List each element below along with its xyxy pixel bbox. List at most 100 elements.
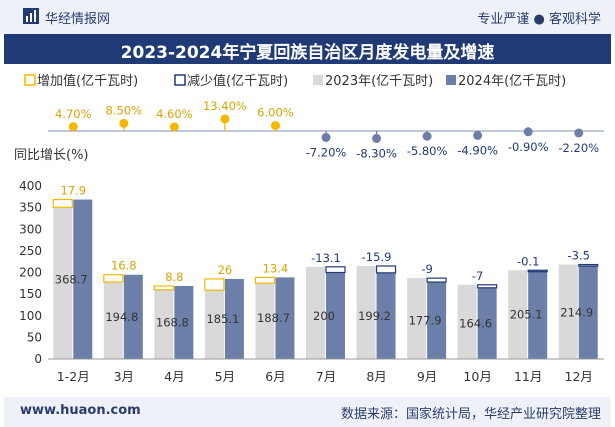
y-tick-label: 250 xyxy=(19,244,42,258)
value-label-2024: 194.8 xyxy=(105,310,138,324)
bar-2023 xyxy=(306,266,325,359)
diff-value-label: -0.1 xyxy=(517,254,539,268)
increase-box xyxy=(103,274,124,283)
x-tick-label: 6月 xyxy=(265,369,285,384)
top-bar: 华经情报网 专业严谨 ● 客观科学 xyxy=(0,0,615,34)
legend-2023-label: 2023年(亿千瓦时) xyxy=(325,74,433,89)
decrease-box xyxy=(426,277,447,283)
title-bar: 2023-2024年宁夏回族自治区月度发电量及增速 xyxy=(4,34,611,64)
growth-label: 4.70% xyxy=(55,107,92,121)
growth-label: 4.60% xyxy=(156,107,193,121)
diff-value-label: -13.1 xyxy=(311,251,341,265)
bar-2023 xyxy=(407,278,427,359)
growth-series: 4.70% 8.50% 4.60% 13.40% 6.00% -7.20% -8.30% -5… xyxy=(55,99,599,161)
bar-2024 xyxy=(174,285,194,359)
data-source: 数据来源：国家统计局，华经产业研究院整理 xyxy=(340,407,601,422)
legend-2024-label: 2024年(亿千瓦时) xyxy=(458,74,566,89)
bar-2023 xyxy=(356,265,376,359)
y-tick-label: 50 xyxy=(27,330,42,344)
bar-2024 xyxy=(224,278,244,359)
diff-value-label: 16.8 xyxy=(111,259,137,273)
value-label-2024: 200 xyxy=(313,309,335,323)
bar-2024 xyxy=(578,266,598,359)
y-tick-label: 200 xyxy=(19,266,42,280)
growth-label: -2.20% xyxy=(558,141,599,155)
legend-2024-swatch xyxy=(446,75,456,85)
x-tick-label: 9月 xyxy=(417,369,437,384)
bar-2024 xyxy=(73,199,93,359)
x-tick-label: 11月 xyxy=(514,369,542,384)
website-url: www.huaon.com xyxy=(20,403,141,418)
increase-box xyxy=(254,276,276,284)
decrease-box xyxy=(325,266,346,274)
x-tick-label: 5月 xyxy=(215,369,235,384)
growth-point-positive xyxy=(220,114,230,124)
bar-2024 xyxy=(275,277,295,359)
bar-2024 xyxy=(326,272,345,359)
diff-value-label: -9 xyxy=(421,262,432,276)
chart-title: 2023-2024年宁夏回族自治区月度发电量及增速 xyxy=(120,43,495,63)
growth-label: -8.30% xyxy=(356,146,397,160)
y-tick-label: 350 xyxy=(19,201,42,215)
legend-decrease-label: 减少值(亿千瓦时) xyxy=(187,73,288,89)
bar-2023 xyxy=(457,284,477,359)
value-label-2024: 199.2 xyxy=(358,309,391,323)
y-tick-label: 100 xyxy=(19,309,42,323)
huajing-logo-icon xyxy=(23,8,39,24)
footer-bar: www.huaon.com 数据来源：国家统计局，华经产业研究院整理 xyxy=(4,397,611,427)
bar-2023 xyxy=(255,283,275,359)
bar-2024 xyxy=(123,274,143,359)
increase-box xyxy=(204,278,225,291)
bar-2023 xyxy=(204,290,224,359)
value-label-2024: 168.8 xyxy=(156,315,189,329)
bar-2023 xyxy=(103,282,123,359)
value-label-2024: 164.6 xyxy=(459,316,492,330)
legend-2023-swatch xyxy=(313,75,323,85)
x-tick-label: 4月 xyxy=(164,369,184,384)
legend-increase-label: 增加值(亿千瓦时) xyxy=(37,73,138,89)
y-axis: 0 50 100 150 200 250 300 350 400 xyxy=(19,179,42,366)
tagline: 专业严谨 ● 客观科学 xyxy=(477,12,601,27)
growth-point-negative xyxy=(523,127,533,137)
legend-decrease-swatch xyxy=(174,74,186,86)
value-label-2024: 177.9 xyxy=(409,314,442,328)
bar-2024 xyxy=(427,282,447,359)
growth-point-positive xyxy=(169,122,179,132)
growth-point-negative xyxy=(321,132,331,142)
diff-value-label: 17.9 xyxy=(60,184,86,198)
legend-increase-swatch xyxy=(24,74,36,86)
growth-point-positive xyxy=(270,121,280,131)
diff-value-label: -7 xyxy=(472,269,483,283)
growth-label: 6.00% xyxy=(257,106,294,120)
value-label-2024: 368.7 xyxy=(55,272,88,286)
growth-label: 8.50% xyxy=(106,103,143,117)
increase-box xyxy=(52,198,73,208)
value-label-2024: 214.9 xyxy=(560,306,593,320)
decrease-box xyxy=(477,284,498,289)
growth-point-negative xyxy=(473,130,483,140)
x-tick-label: 12月 xyxy=(565,369,593,384)
value-label-2024: 188.7 xyxy=(257,311,290,325)
brand-name: 华经情报网 xyxy=(45,12,111,27)
diff-value-label: 26 xyxy=(218,263,233,277)
growth-point-negative xyxy=(422,131,432,141)
bar-2024 xyxy=(528,270,548,359)
y-axis-label: 同比增长(%) xyxy=(14,148,89,163)
growth-point-positive xyxy=(68,122,78,132)
bar-2024 xyxy=(376,272,396,359)
growth-point-positive xyxy=(119,118,129,128)
x-tick-label: 7月 xyxy=(316,369,336,384)
diff-value-label: 8.8 xyxy=(165,270,183,284)
growth-label: -0.90% xyxy=(508,140,549,154)
diff-value-label: -3.5 xyxy=(568,249,590,263)
bar-series: 17.9 368.7 16.8 194.8 8.8 168.8 26 185.1 13.4 188… xyxy=(52,184,599,359)
y-tick-label: 150 xyxy=(19,287,42,301)
bar-2024 xyxy=(477,287,497,359)
growth-point-negative xyxy=(372,133,382,143)
decrease-box xyxy=(527,269,548,273)
x-axis: 1-2月 3月 4月 5月 6月 7月 8月 9月 10月 11月 12月 xyxy=(48,358,604,384)
bar-2023 xyxy=(558,264,578,359)
diff-value-label: -15.9 xyxy=(362,250,392,264)
y-tick-label: 400 xyxy=(19,179,42,193)
